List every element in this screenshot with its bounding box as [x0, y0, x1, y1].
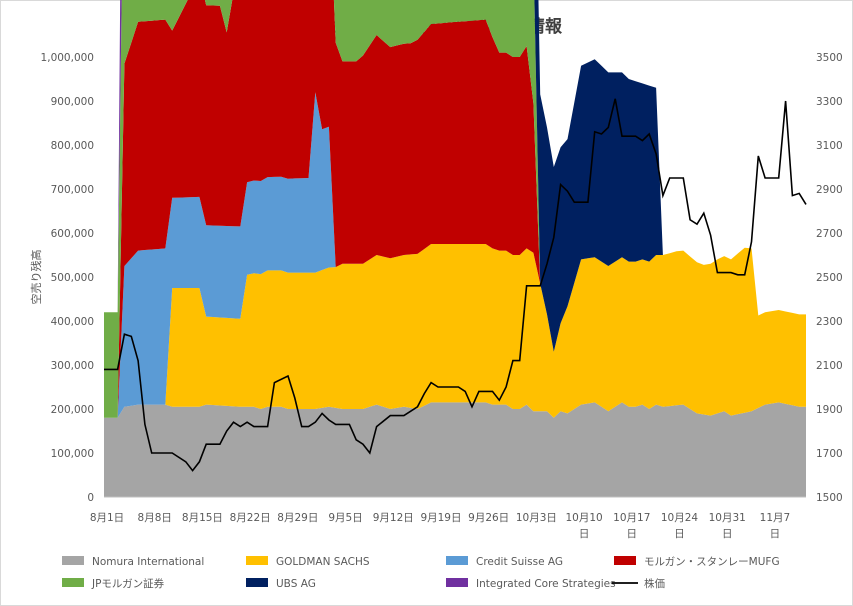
- x-tick-label: 8月1日: [90, 512, 124, 524]
- y2-tick-label: 1500: [816, 492, 843, 504]
- x-tick-label: 9月12日: [373, 512, 414, 524]
- y2-tick-label: 1900: [816, 404, 843, 416]
- legend-swatch-1: [246, 556, 268, 565]
- x-tick-label: 10月3日: [516, 512, 557, 524]
- legend-label-7: 株価: [644, 577, 665, 590]
- x-tick-label: 9月26日: [468, 512, 509, 524]
- y-tick-label: 200,000: [51, 404, 94, 416]
- y-axis-label: 空売り残高: [29, 250, 43, 305]
- y2-tick-label: 1700: [816, 448, 843, 460]
- legend-label-2: Credit Suisse AG: [476, 556, 563, 568]
- area-series-0: [104, 402, 806, 497]
- x-tick-label: 8月22日: [230, 512, 271, 524]
- legend-swatch-5: [246, 578, 268, 587]
- y2-tick-label: 2100: [816, 360, 843, 372]
- y2-tick-label: 3100: [816, 140, 843, 152]
- x-tick-label: 8月29日: [277, 512, 318, 524]
- legend-label-0: Nomura International: [92, 556, 204, 568]
- x-tick-label: 11月7: [760, 512, 791, 524]
- y-tick-label: 100,000: [51, 448, 94, 460]
- legend-label-4: JPモルガン証券: [91, 577, 165, 590]
- y-tick-label: 1,000,000: [41, 52, 94, 64]
- legend-swatch-2: [446, 556, 468, 565]
- x-tick-label-line2: 日: [674, 528, 685, 540]
- y2-tick-label: 2700: [816, 228, 843, 240]
- x-tick-label: 10月31: [709, 512, 746, 524]
- legend-swatch-3: [614, 556, 636, 565]
- y-tick-label: 700,000: [51, 184, 94, 196]
- legend-swatch-6: [446, 578, 468, 587]
- x-tick-label: 8月15日: [182, 512, 223, 524]
- x-tick-label: 10月17: [613, 512, 650, 524]
- y2-tick-label: 3300: [816, 96, 843, 108]
- price-line: [104, 98, 807, 472]
- area-series-5: [104, 0, 806, 352]
- area-series-group: [104, 0, 806, 497]
- x-tick-label: 9月19日: [420, 512, 461, 524]
- y-tick-label: 600,000: [51, 228, 94, 240]
- x-tick-label: 8月8日: [138, 512, 172, 524]
- legend-label-1: GOLDMAN SACHS: [276, 556, 370, 568]
- area-series-3: [104, 0, 806, 418]
- y-tick-label: 400,000: [51, 316, 94, 328]
- x-tick-label: 10月10: [565, 512, 602, 524]
- y-tick-label: 800,000: [51, 140, 94, 152]
- area-series-1: [104, 244, 806, 418]
- area-series-2: [104, 92, 806, 418]
- x-tick-label: 9月5日: [328, 512, 362, 524]
- x-tick-label-line2: 日: [579, 528, 590, 540]
- y-tick-label: 900,000: [51, 96, 94, 108]
- y2-tick-label: 2900: [816, 184, 843, 196]
- x-tick-label-line2: 日: [770, 528, 781, 540]
- y-tick-label: 300,000: [51, 360, 94, 372]
- y-tick-label: 0: [87, 492, 94, 504]
- legend-label-3: モルガン・スタンレーMUFG: [644, 556, 780, 568]
- y2-tick-label: 3500: [816, 52, 843, 64]
- y-tick-label: 500,000: [51, 272, 94, 284]
- x-tick-label-line2: 日: [722, 528, 733, 540]
- legend-swatch-0: [62, 556, 84, 565]
- legend-swatch-4: [62, 578, 84, 587]
- legend-label-5: UBS AG: [276, 578, 316, 590]
- y2-tick-label: 2300: [816, 316, 843, 328]
- x-tick-label-line2: 日: [627, 528, 638, 540]
- x-tick-label: 10月24: [661, 512, 699, 524]
- y2-tick-label: 2500: [816, 272, 843, 284]
- legend-label-6: Integrated Core Strategies: [476, 578, 616, 590]
